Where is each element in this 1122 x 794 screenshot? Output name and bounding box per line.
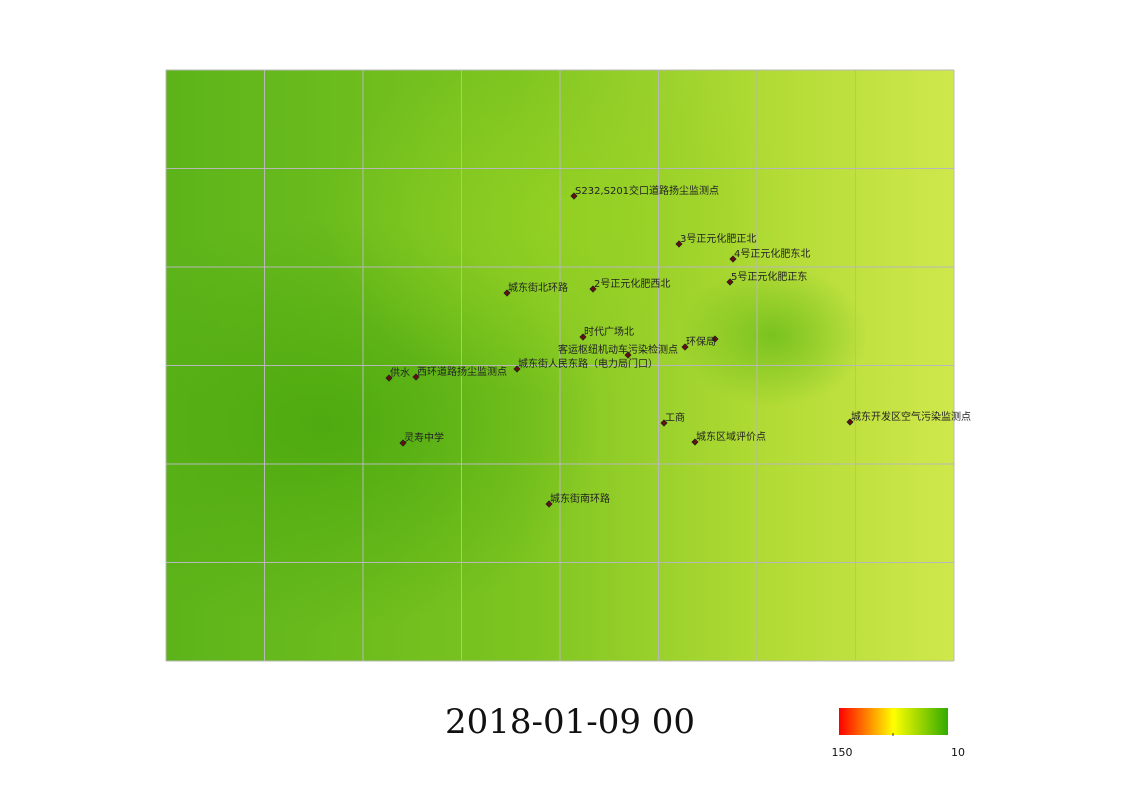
station-point (675, 240, 683, 248)
station-label: 2号正元化肥西北 (594, 277, 670, 290)
station-label: 城东街南环路 (550, 492, 610, 505)
station-label: 城东区域评价点 (696, 430, 766, 443)
station-label: 城东街北环路 (508, 281, 568, 294)
station-label: 工商 (665, 411, 685, 424)
station-point (385, 374, 393, 382)
station-point (711, 335, 719, 343)
station-point (412, 373, 420, 381)
station-label: 城东街人民东路（电力局门口） (518, 357, 658, 370)
station-label: 时代广场北 (584, 325, 634, 338)
station-point (660, 419, 668, 427)
station-label: 城东开发区空气污染监测点 (851, 410, 971, 423)
station-point (570, 192, 578, 200)
legend-high: 150 (832, 746, 853, 759)
grid (165, 69, 955, 662)
map-title: 2018-01-09 00 (445, 702, 695, 742)
station-point (681, 343, 689, 351)
station-label: 3号正元化肥正北 (680, 232, 756, 245)
legend-bar (839, 708, 948, 735)
station-point (399, 439, 407, 447)
station-point (579, 333, 587, 341)
station-label: 供水 (390, 366, 410, 379)
station-label: 客运枢纽机动车污染检测点 (558, 343, 678, 356)
station-label: 环保局 (686, 335, 716, 348)
legend-low: 10 (951, 746, 965, 759)
station-point (846, 418, 854, 426)
station-label: 灵寿中学 (404, 431, 444, 444)
station-point (503, 289, 511, 297)
station-point (545, 500, 553, 508)
station-point (624, 351, 632, 359)
station-label: 5号正元化肥正东 (731, 270, 807, 283)
station-label: S232,S201交口道路扬尘监测点 (575, 184, 719, 197)
station-point (729, 255, 737, 263)
station-point (726, 278, 734, 286)
station-point (589, 285, 597, 293)
station-label: 西环道路扬尘监测点 (417, 365, 507, 378)
station-point (513, 365, 521, 373)
station-label: 4号正元化肥东北 (734, 247, 810, 260)
stations: S232,S201交口道路扬尘监测点 3号正元化肥正北 4号正元化肥东北城东街北环路… (385, 184, 971, 508)
station-point (691, 438, 699, 446)
